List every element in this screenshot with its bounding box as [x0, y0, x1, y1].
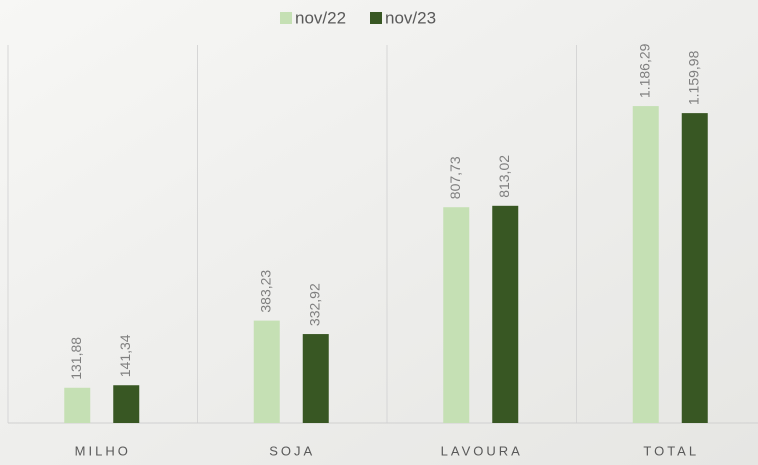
value-label: 383,23: [257, 270, 273, 313]
value-label: 1.159,98: [685, 50, 701, 105]
x-tick-label: SOJA: [269, 443, 315, 458]
bar: [633, 106, 659, 423]
x-tick-label: TOTAL: [643, 443, 699, 458]
bar: [254, 321, 280, 423]
legend-swatch: [370, 12, 382, 24]
value-label: 332,92: [306, 283, 322, 326]
bar: [113, 385, 139, 423]
legend-label: nov/23: [385, 8, 436, 27]
value-label: 807,73: [447, 156, 463, 199]
legend-label: nov/22: [295, 8, 346, 27]
value-label: 1.186,29: [636, 43, 652, 98]
value-label: 813,02: [496, 155, 512, 198]
legend-swatch: [280, 12, 292, 24]
x-tick-label: MILHO: [75, 443, 131, 458]
value-label: 131,88: [68, 337, 84, 380]
bar: [443, 207, 469, 423]
bar: [64, 388, 90, 423]
bar: [492, 206, 518, 423]
bar: [303, 334, 329, 423]
value-label: 141,34: [117, 334, 133, 377]
x-tick-label: LAVOURA: [441, 443, 523, 458]
bar: [682, 113, 708, 423]
chart: nov/22 nov/23 MILHO 131,88 141,34 SOJA 383,23 3…: [0, 0, 758, 465]
